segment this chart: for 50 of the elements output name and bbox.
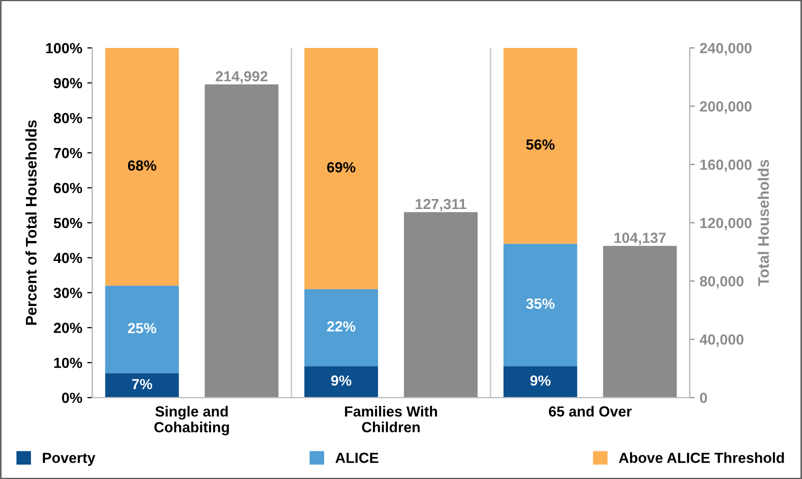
y-tick-label: 90% (54, 78, 82, 88)
y2-tick-label: 0 (700, 392, 707, 403)
y-tick-label: 10% (54, 358, 82, 368)
bar (204, 84, 278, 398)
data-label: 7% (132, 378, 152, 390)
data-label: 69% (327, 162, 356, 172)
x-tick-label: Families With Children (345, 406, 438, 432)
y-tick-label: 100% (46, 43, 82, 54)
bar (105, 48, 179, 286)
bar (304, 48, 378, 290)
y-axis-title: Percent of Total Households (25, 120, 37, 325)
y-tick-label: 60% (54, 182, 82, 194)
y-tick-label: 40% (54, 252, 82, 264)
data-label: 214,992 (216, 71, 268, 84)
y2-tick-label: 80,000 (700, 276, 744, 289)
bar (105, 286, 179, 374)
y2-tick-label: 120,000 (700, 218, 752, 230)
legend-label: ALICE (335, 452, 378, 463)
y2-axis-title: Total Households (758, 160, 769, 286)
data-label: 9% (331, 375, 352, 386)
bar (304, 366, 378, 398)
data-label: 127,311 (416, 198, 466, 212)
y-tick-label: 0% (62, 392, 82, 403)
y2-tick-label: 40,000 (700, 334, 744, 347)
data-label: 9% (530, 375, 550, 386)
data-label: 56% (526, 139, 555, 150)
bar (105, 373, 179, 398)
bar (404, 212, 478, 398)
bar (504, 366, 578, 398)
y-tick-label: 20% (54, 322, 82, 334)
y2-tick-label: 160,000 (700, 160, 752, 172)
data-label: 35% (526, 298, 555, 309)
y-tick-label: 30% (54, 288, 82, 298)
bar (304, 289, 378, 366)
bar (504, 48, 578, 244)
legend-label: Poverty (42, 452, 96, 466)
data-label: 25% (128, 322, 156, 334)
x-tick-label: 65 and Over (548, 406, 632, 417)
y-tick-label: 50% (54, 218, 82, 228)
y2-tick-label: 240,000 (700, 43, 752, 56)
legend-label: Above ALICE Threshold (618, 452, 784, 463)
y-tick-label: 80% (54, 112, 82, 124)
bar (603, 246, 677, 398)
data-label: 68% (128, 160, 156, 171)
y2-tick-label: 200,000 (700, 101, 752, 114)
data-label: 104,137 (614, 232, 666, 246)
x-tick-label: Single and Cohabiting (154, 406, 229, 436)
data-label: 22% (327, 321, 356, 332)
bar (504, 244, 578, 366)
y-tick-label: 70% (54, 148, 82, 158)
